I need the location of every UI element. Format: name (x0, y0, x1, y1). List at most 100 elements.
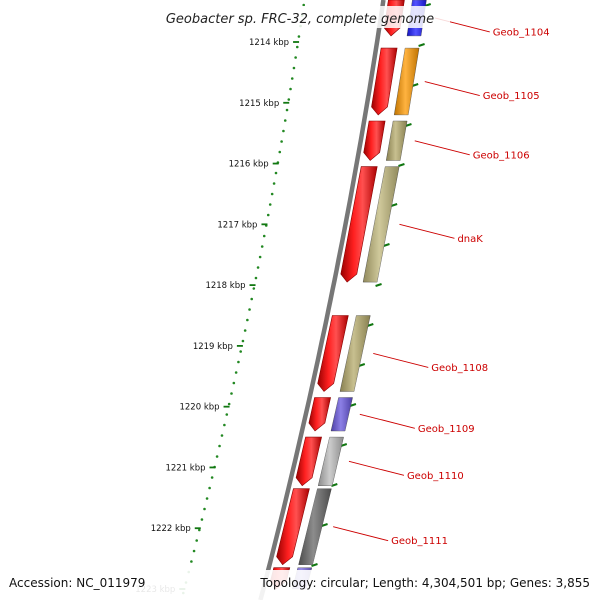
feature-tick (358, 363, 366, 367)
scale-dot (282, 129, 285, 133)
scale-dot (280, 140, 283, 143)
cds-arrow (371, 47, 398, 116)
scale-dot (237, 360, 240, 364)
backbone-layer (258, 0, 432, 600)
scale-dot (210, 476, 214, 479)
scale-tick-label: 1218 kbp (205, 281, 245, 291)
scale-tick-label: 1217 kbp (217, 220, 257, 230)
scale-dot (248, 308, 251, 311)
gene-band-shade (363, 166, 400, 283)
gene-callout-line (414, 140, 470, 156)
scale-tick-label: 1220 kbp (179, 403, 219, 413)
scale-dot (246, 318, 249, 322)
gene-band-shade (394, 48, 420, 115)
feature-tick (411, 83, 419, 87)
gene-label: Geob_1105 (483, 91, 540, 102)
genome-summary: Topology: circular; Length: 4,304,501 bp… (259, 576, 590, 590)
scale-dot (232, 381, 236, 385)
scale-dot (250, 297, 254, 301)
gene-label: Geob_1108 (431, 363, 488, 374)
scale-tick-label: 1214 kbp (249, 38, 289, 48)
scale-dot (220, 434, 224, 437)
scale-tick-label: 1216 kbp (229, 160, 269, 170)
cds-arrow (276, 488, 310, 566)
scale-dot (256, 266, 260, 269)
feature-tick (418, 43, 425, 47)
scale-dot (205, 497, 209, 500)
cds-arrow (340, 166, 378, 283)
scale-dot (287, 98, 291, 101)
scale-dot (239, 350, 242, 353)
cds-arrow (308, 397, 331, 432)
scale-dot (218, 444, 221, 448)
footer-backdrop (0, 570, 600, 600)
title-backdrop (150, 6, 450, 28)
gene-callout-line (333, 526, 389, 542)
scale-dot (274, 171, 278, 175)
gene-callout-line (399, 223, 455, 239)
scale-dot (208, 486, 211, 490)
scale-dot (268, 203, 272, 206)
scale-layer: 1214 kbp 1215 kbp 1216 kbp 1217 kbp 1218 kbp… (135, 3, 306, 595)
scale-dot (302, 3, 306, 7)
feature-tick (398, 163, 405, 167)
scale-tick-label: 1221 kbp (165, 463, 205, 473)
scale-tick-label: 1222 kbp (151, 524, 191, 534)
cds-arrow (363, 120, 386, 161)
scale-dot (285, 108, 289, 112)
scale-dot (262, 234, 266, 238)
gene-label-layer: Geob_1104 Geob_1105 Geob_1106 dnaK Geob_1108… (333, 17, 550, 547)
scale-dot (230, 392, 233, 395)
gene-band-shade (331, 397, 353, 431)
scale-dot (190, 560, 193, 563)
gene-callout-line (348, 460, 405, 476)
gene-label: Geob_1104 (493, 27, 550, 38)
gene-band-shade (340, 315, 371, 392)
feature-tick (383, 243, 390, 247)
scale-tick-label: 1215 kbp (239, 99, 279, 109)
scale-dot (278, 150, 282, 154)
gene-label: dnaK (457, 234, 483, 245)
scale-dot (243, 329, 247, 332)
genome-backbone (258, 0, 386, 600)
scale-dot (266, 213, 270, 217)
scale-dot (272, 182, 276, 185)
scale-dot (297, 35, 301, 38)
scale-dot (254, 276, 258, 280)
gene-layer (270, 0, 427, 590)
scale-dot (195, 539, 199, 542)
gene-callout-line (359, 413, 415, 429)
scale-dot (198, 528, 201, 532)
map-title: Geobacter sp. FRC-32, complete genome (166, 12, 434, 27)
gene-label: Geob_1110 (407, 471, 464, 482)
scale-dot (252, 287, 256, 290)
gene-callout-line (424, 81, 480, 96)
scale-dot (225, 413, 229, 416)
feature-tick (311, 563, 318, 567)
scale-dot (290, 77, 294, 80)
scale-dot (200, 518, 204, 521)
scale-dot (294, 56, 297, 59)
gene-label: Geob_1109 (418, 424, 475, 435)
scale-dot (203, 507, 206, 511)
gene-callout-line (373, 353, 429, 368)
scale-dot (292, 66, 296, 70)
gene-label: Geob_1106 (473, 150, 530, 161)
gene-band-shade (318, 437, 344, 486)
gene-label: Geob_1111 (391, 536, 448, 547)
cds-arrow (317, 315, 349, 392)
scale-dot (258, 255, 262, 259)
scale-dot (223, 423, 226, 427)
scale-dot (234, 371, 238, 374)
scale-dot (192, 549, 196, 553)
gene-band-shade (298, 488, 332, 565)
scale-tick-label: 1219 kbp (193, 342, 233, 352)
accession-label: Accession: NC_011979 (9, 576, 145, 590)
scale-dot (283, 119, 287, 122)
scale-dot (260, 245, 264, 248)
scale-dot (215, 455, 219, 458)
feature-tick (390, 203, 398, 207)
scale-dot (227, 402, 231, 406)
